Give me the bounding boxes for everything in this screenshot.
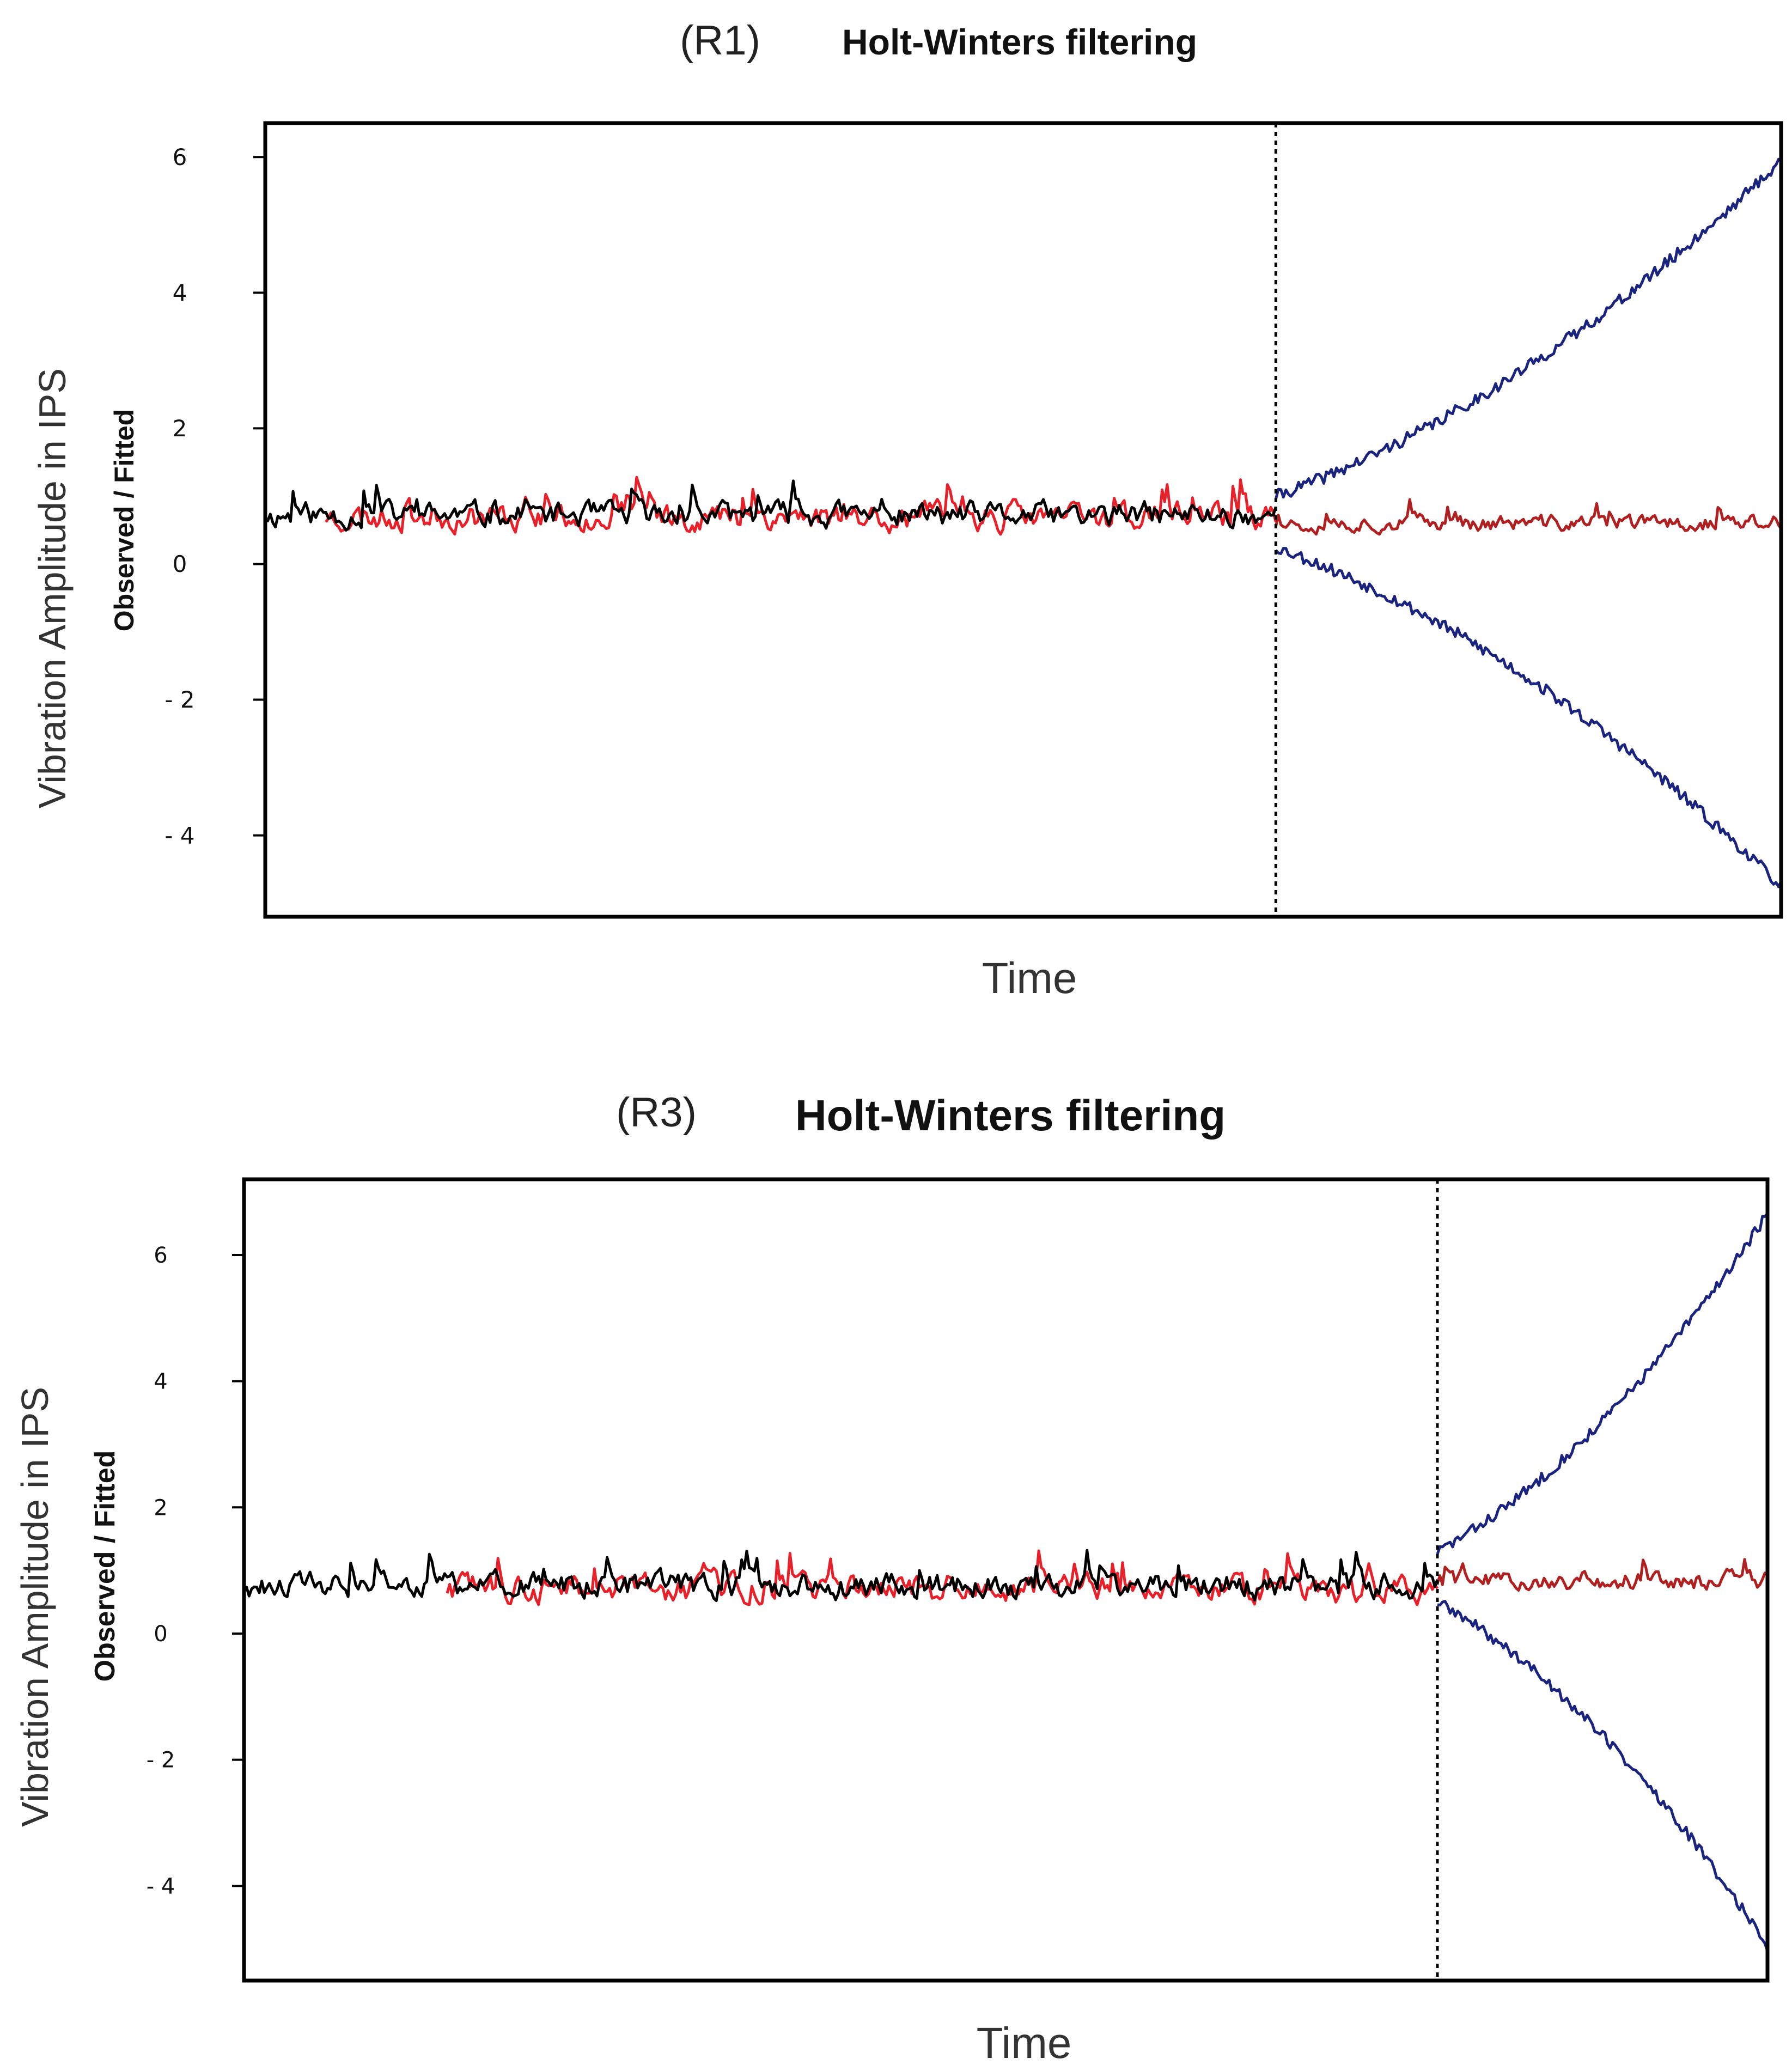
plot-frame <box>263 121 1783 919</box>
x-axis-title: Time <box>977 2019 1072 2065</box>
panel-label: (R3) <box>616 1089 697 1136</box>
y-axis-title-inner: Observed / Fitted <box>89 1451 121 1682</box>
series-line-upper-bound <box>1274 157 1782 500</box>
series-line-forecast <box>1274 498 1783 536</box>
series-line-observed <box>265 479 1277 532</box>
y-tick-label: - 4 <box>164 822 194 849</box>
series-line-fitted <box>446 1549 1439 1606</box>
series-line-lower-bound <box>1275 547 1783 888</box>
y-tick-label: 6 <box>173 144 187 170</box>
series-line-forecast <box>1436 1558 1768 1592</box>
y-tick-label: 0 <box>154 1622 167 1647</box>
y-axis-title-outer: Vibration Amplitude in IPS <box>31 368 74 808</box>
series-line-upper-bound <box>1436 1213 1769 1555</box>
series-line-lower-bound <box>1437 1600 1769 1952</box>
y-tick-label: 2 <box>154 1495 167 1520</box>
series-line-observed <box>242 1549 1439 1603</box>
y-ticks: - 4 - 2 0 2 4 6 <box>164 144 265 849</box>
y-ticks: - 4 - 2 0 2 4 6 <box>147 1243 244 1899</box>
series-layer <box>242 1213 1769 1952</box>
chart-title: Holt-Winters filtering <box>795 1091 1226 1140</box>
chart-panel-r3: (R3) Holt-Winters filtering Vibration Am… <box>14 1089 1770 2065</box>
series-layer <box>265 157 1783 888</box>
y-tick-label: - 2 <box>164 686 194 713</box>
chart-title: Holt-Winters filtering <box>842 22 1197 62</box>
y-axis-title-inner: Observed / Fitted <box>109 409 139 631</box>
chart-panel-r1: (R1) Holt-Winters filtering Vibration Am… <box>31 17 1783 1002</box>
y-tick-label: - 2 <box>147 1748 175 1773</box>
y-tick-label: 0 <box>173 551 187 577</box>
y-axis-title-outer: Vibration Amplitude in IPS <box>14 1387 56 1827</box>
y-tick-label: 4 <box>154 1369 167 1394</box>
panel-label: (R1) <box>680 17 760 64</box>
y-tick-label: 4 <box>173 279 187 306</box>
y-tick-label: - 4 <box>147 1874 175 1899</box>
x-axis-title: Time <box>982 954 1077 1002</box>
y-tick-label: 2 <box>173 415 187 442</box>
y-tick-label: 6 <box>154 1243 167 1268</box>
plot-frame <box>242 1177 1770 1983</box>
